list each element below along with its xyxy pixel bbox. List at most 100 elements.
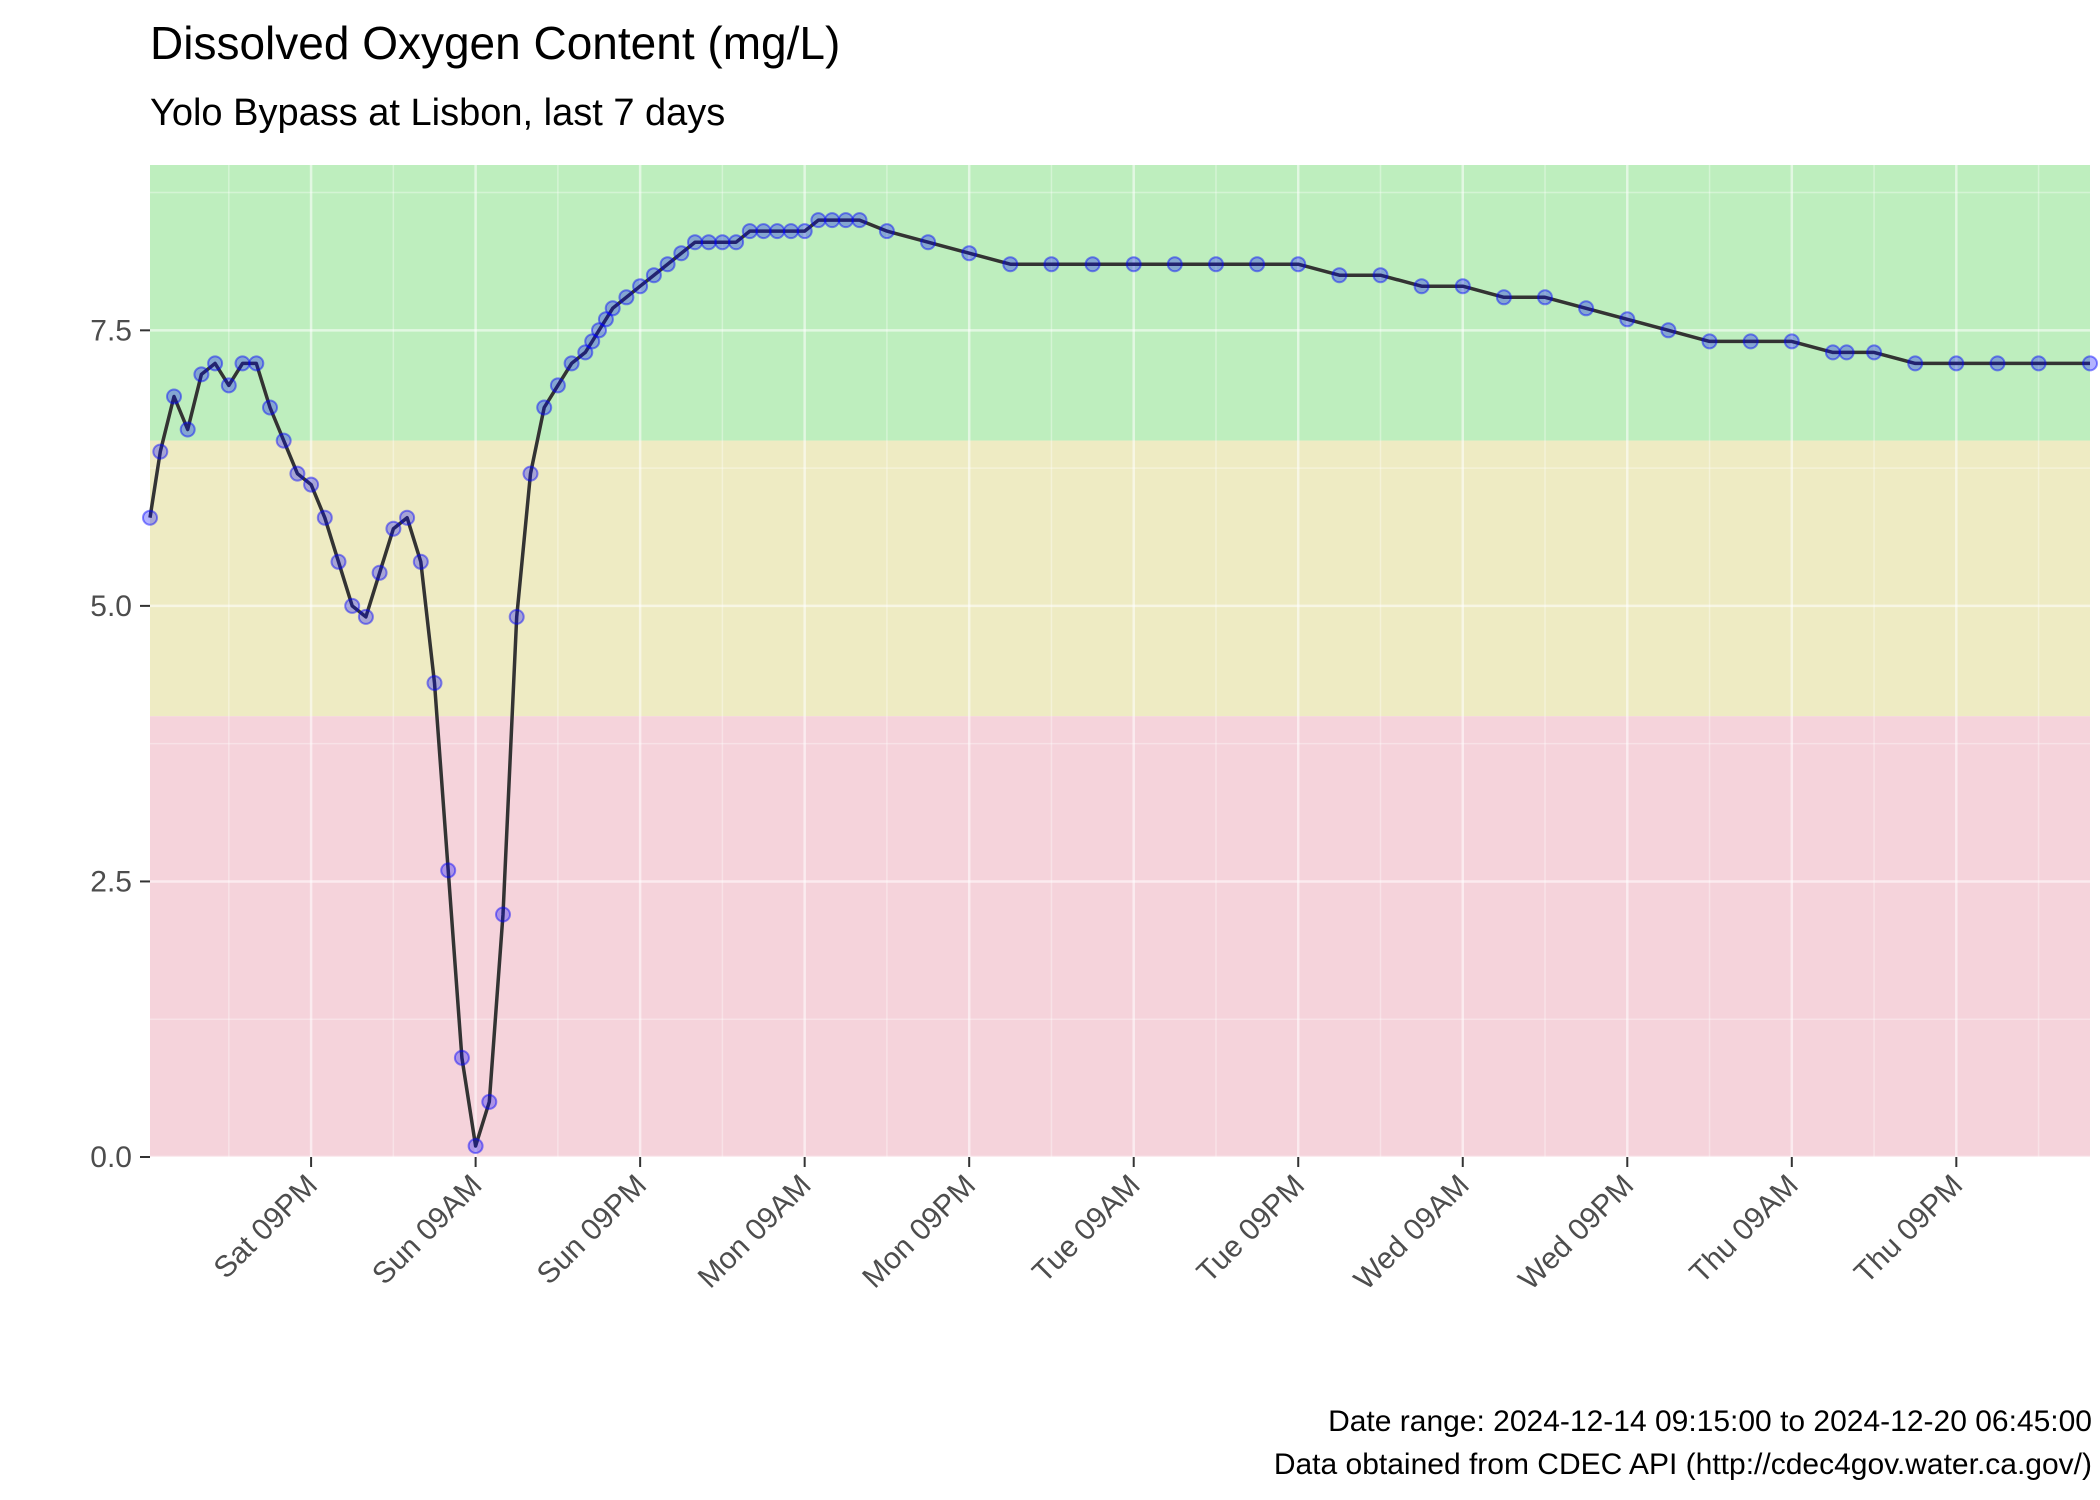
- data-point: [1290, 256, 1307, 273]
- data-point: [357, 608, 374, 625]
- caption-data-source: Data obtained from CDEC API (http://cdec…: [1273, 1448, 2092, 1481]
- data-point: [1578, 300, 1595, 317]
- data-point: [330, 553, 347, 570]
- x-tick-label: Wed 09AM: [1348, 1169, 1476, 1297]
- y-tick-label: 7.5: [90, 314, 132, 347]
- data-point: [1413, 278, 1430, 295]
- chart-title: Dissolved Oxygen Content (mg/L): [150, 17, 841, 69]
- series-line: [148, 218, 2090, 1148]
- data-point: [1907, 355, 1924, 372]
- data-point: [179, 421, 196, 438]
- threshold-bands: [150, 165, 2090, 1157]
- data-point: [1660, 322, 1677, 339]
- data-point: [234, 355, 251, 372]
- band-2: [150, 165, 2090, 441]
- data-point: [522, 465, 539, 482]
- band-1: [150, 440, 2090, 717]
- x-tick-label: Tue 09PM: [1191, 1169, 1311, 1289]
- data-point: [193, 366, 210, 383]
- data-point: [399, 509, 416, 526]
- data-point: [1208, 256, 1224, 273]
- data-point: [584, 333, 601, 350]
- data-point: [1454, 278, 1471, 295]
- data-point: [810, 212, 827, 229]
- data-point: [2030, 355, 2047, 372]
- data-point: [289, 465, 306, 482]
- data-point: [673, 245, 690, 262]
- data-point: [1372, 267, 1389, 284]
- data-point: [385, 520, 402, 537]
- data-point: [1537, 289, 1553, 306]
- data-point: [851, 212, 868, 229]
- data-point: [412, 553, 429, 570]
- data-point: [659, 256, 676, 273]
- data-point: [536, 399, 553, 416]
- data-point: [1043, 256, 1060, 273]
- x-tick-label: Mon 09AM: [692, 1169, 818, 1295]
- data-point: [714, 234, 731, 251]
- data-point: [824, 212, 841, 229]
- x-tick-label: Sun 09PM: [531, 1169, 653, 1291]
- data-point: [563, 355, 580, 372]
- data-point: [453, 1049, 470, 1066]
- data-point: [632, 278, 649, 295]
- data-point: [1084, 256, 1101, 273]
- grid-lines: [150, 165, 2090, 1159]
- data-point: [481, 1093, 498, 1110]
- data-point: [220, 377, 237, 394]
- x-tick-label: Wed 09PM: [1512, 1169, 1640, 1297]
- data-point: [316, 509, 333, 526]
- data-point: [152, 443, 169, 460]
- x-tick-label: Thu 09PM: [1848, 1169, 1969, 1290]
- data-point: [549, 377, 566, 394]
- x-tick-label: Thu 09AM: [1684, 1169, 1805, 1290]
- data-point: [1002, 256, 1019, 273]
- data-point: [262, 399, 278, 416]
- data-point: [2082, 355, 2098, 372]
- data-point: [303, 476, 320, 493]
- data-point: [728, 234, 745, 251]
- data-point: [1166, 256, 1183, 273]
- data-point: [1824, 344, 1841, 361]
- x-tick-label: Mon 09PM: [856, 1169, 982, 1295]
- data-point: [344, 597, 361, 614]
- data-point: [1495, 289, 1512, 306]
- data-point: [207, 355, 224, 372]
- data-point: [1249, 256, 1266, 273]
- data-point: [1866, 344, 1883, 361]
- data-point: [1331, 267, 1348, 284]
- data-point: [961, 245, 978, 262]
- data-point: [837, 212, 854, 229]
- data-point: [1619, 311, 1636, 328]
- data-point: [604, 300, 621, 317]
- data-point: [878, 223, 895, 240]
- data-point: [618, 289, 635, 306]
- data-point: [700, 234, 717, 251]
- series-line-layer: [148, 218, 2090, 1148]
- data-point: [796, 223, 813, 240]
- data-point: [467, 1138, 484, 1154]
- data-point: [495, 906, 511, 923]
- x-tick-label: Sun 09AM: [366, 1169, 488, 1291]
- data-point: [1125, 256, 1142, 273]
- data-point: [508, 608, 525, 625]
- data-point: [1989, 355, 2006, 372]
- x-tick-label: Tue 09AM: [1026, 1169, 1146, 1289]
- x-tick-label: Sat 09PM: [208, 1169, 324, 1285]
- data-point: [755, 223, 772, 240]
- data-point: [142, 509, 158, 526]
- y-tick-label: 2.5: [90, 865, 132, 898]
- y-tick-label: 0.0: [90, 1141, 132, 1174]
- data-point: [741, 223, 758, 240]
- data-point: [426, 675, 443, 691]
- data-points: [142, 212, 2098, 1154]
- data-point: [1701, 333, 1718, 350]
- data-point: [597, 311, 614, 328]
- data-point: [645, 267, 662, 284]
- data-point: [591, 322, 607, 339]
- data-point: [440, 862, 457, 879]
- chart-subtitle: Yolo Bypass at Lisbon, last 7 days: [150, 92, 726, 134]
- data-point: [1742, 333, 1759, 350]
- data-point: [687, 234, 703, 251]
